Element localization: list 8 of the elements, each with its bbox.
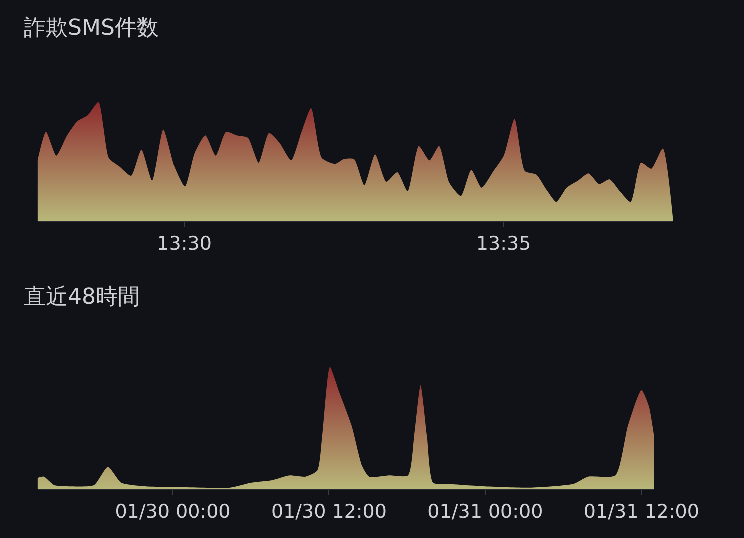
x-tick-label: 13:30 bbox=[157, 232, 212, 255]
chart-title: 直近48時間 bbox=[24, 285, 140, 310]
x-tick-label: 01/30 12:00 bbox=[271, 500, 387, 523]
x-tick-label: 01/30 00:00 bbox=[115, 500, 231, 523]
x-tick-label: 01/31 00:00 bbox=[428, 500, 544, 523]
chart-title: 詐欺SMS件数 bbox=[24, 16, 159, 41]
x-tick-label: 13:35 bbox=[476, 232, 532, 255]
x-tick-label: 01/31 12:00 bbox=[584, 500, 700, 523]
